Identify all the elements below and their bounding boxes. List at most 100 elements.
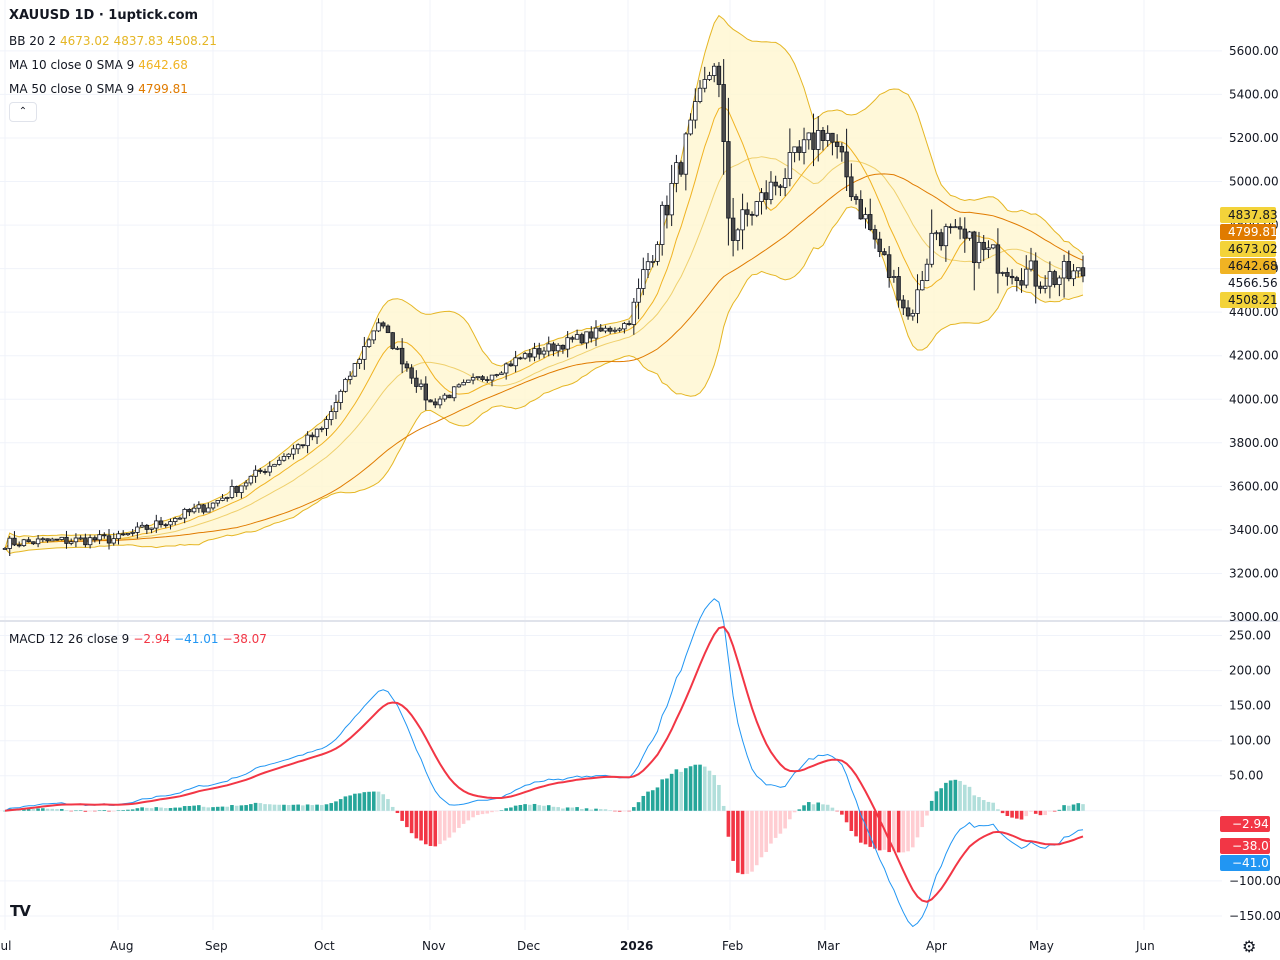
macd-histogram-bar — [1015, 810, 1019, 819]
macd-histogram-bar — [452, 810, 456, 833]
candle-body — [513, 357, 518, 367]
macd-histogram-bar — [523, 804, 527, 811]
candle-body — [508, 363, 514, 367]
tradingview-logo[interactable]: TV — [10, 902, 31, 920]
macd-histogram-bar — [367, 791, 371, 811]
candle-body — [768, 181, 774, 200]
macd-histogram-bar — [116, 810, 121, 811]
candle-body — [97, 534, 102, 541]
macd-histogram-bar — [400, 810, 404, 821]
macd-histogram-bar — [381, 794, 386, 811]
candle-body — [995, 244, 1001, 274]
candle-body — [844, 151, 849, 178]
macd-histogram-bar — [1010, 810, 1014, 818]
candle-body — [385, 325, 391, 334]
candle-body — [1024, 268, 1029, 286]
candle-body — [149, 527, 154, 530]
gear-icon[interactable]: ⚙ — [1242, 937, 1257, 956]
candle-body — [1014, 277, 1020, 281]
macd-histogram-bar — [736, 810, 740, 873]
candle-body — [253, 469, 258, 477]
candle-body — [858, 199, 863, 220]
macd-histogram-bar — [613, 810, 617, 812]
candle-body — [1009, 275, 1015, 279]
macd-histogram-bar — [580, 808, 584, 811]
macd-histogram-bar — [575, 807, 579, 811]
candle-body — [645, 261, 651, 271]
macd-histogram-bar — [641, 795, 646, 811]
candle-body — [485, 379, 490, 381]
legend-value: 4508.21 — [167, 34, 217, 48]
macd-histogram-bar — [646, 791, 650, 811]
candle-body — [702, 79, 707, 89]
macd-histogram-bar — [679, 771, 683, 811]
macd-histogram-bar — [712, 775, 717, 811]
candle-body — [225, 497, 230, 499]
candle-body — [806, 132, 811, 141]
macd-histogram-bar — [197, 805, 201, 811]
macd-histogram-bar — [26, 808, 31, 811]
macd-histogram-bar — [509, 807, 513, 811]
macd-histogram-bar — [50, 808, 55, 811]
candle-body — [177, 517, 183, 520]
macd-histogram-bar — [707, 770, 712, 811]
macd-histogram-bar — [840, 810, 844, 815]
candle-body — [957, 226, 963, 230]
macd-histogram-bar — [149, 808, 154, 811]
candle-body — [395, 347, 400, 350]
macd-y-tick-label: −100.00 — [1229, 874, 1280, 888]
macd-histogram-bar — [556, 807, 560, 811]
macd-histogram-bar — [759, 810, 764, 858]
macd-histogram-bar — [892, 810, 896, 851]
macd-histogram-bar — [674, 769, 679, 811]
candle-body — [480, 376, 485, 380]
candle-body — [1019, 280, 1024, 286]
candle-body — [286, 453, 291, 457]
candle-body — [948, 226, 953, 229]
macd-histogram-bar — [461, 810, 466, 824]
candle-body — [333, 402, 339, 413]
macd-histogram-bar — [948, 780, 953, 811]
price-label-text: 4508.21 — [1228, 293, 1278, 307]
candle-body — [262, 471, 268, 473]
candle-body — [527, 353, 533, 358]
macd-histogram-bar — [806, 802, 811, 811]
candle-body — [319, 428, 324, 430]
macd-histogram-bar — [1052, 810, 1057, 812]
x-tick-label: Apr — [926, 939, 947, 953]
macd-histogram-bar — [353, 793, 357, 811]
candle-body — [414, 377, 419, 387]
macd-histogram-bar — [168, 808, 173, 811]
candle-body — [272, 463, 277, 467]
candle-body — [669, 182, 674, 216]
collapse-legend-button[interactable]: ⌃ — [9, 102, 37, 122]
candle-body — [924, 263, 930, 281]
price-label-badge — [1220, 275, 1276, 291]
price-label-badge — [1220, 207, 1276, 223]
candle-body — [820, 130, 826, 141]
legend-value: 4673.02 — [60, 34, 110, 48]
candle-body — [1047, 271, 1053, 287]
x-tick-label: Feb — [722, 939, 743, 953]
macd-histogram-bar — [873, 810, 877, 849]
candle-body — [144, 524, 150, 530]
y-tick-label: 5000.00 — [1229, 175, 1279, 189]
macd-histogram-bar — [395, 810, 400, 814]
macd-histogram-bar — [301, 805, 305, 811]
macd-histogram-bar — [447, 810, 452, 838]
candle-body — [64, 536, 69, 544]
macd-histogram-bar — [754, 810, 759, 866]
candle-body — [839, 146, 845, 153]
macd-histogram-bar — [901, 810, 906, 853]
candle-body — [787, 152, 793, 179]
macd-histogram-bar — [655, 787, 660, 811]
macd-histogram-bar — [934, 791, 939, 811]
macd-histogram-bar — [1057, 809, 1062, 811]
candle-body — [489, 374, 495, 381]
candle-body — [40, 538, 46, 541]
candle-body — [1052, 271, 1057, 286]
macd-histogram-bar — [863, 810, 868, 845]
y-tick-label: 4200.00 — [1229, 349, 1279, 363]
candle-body — [267, 465, 272, 473]
